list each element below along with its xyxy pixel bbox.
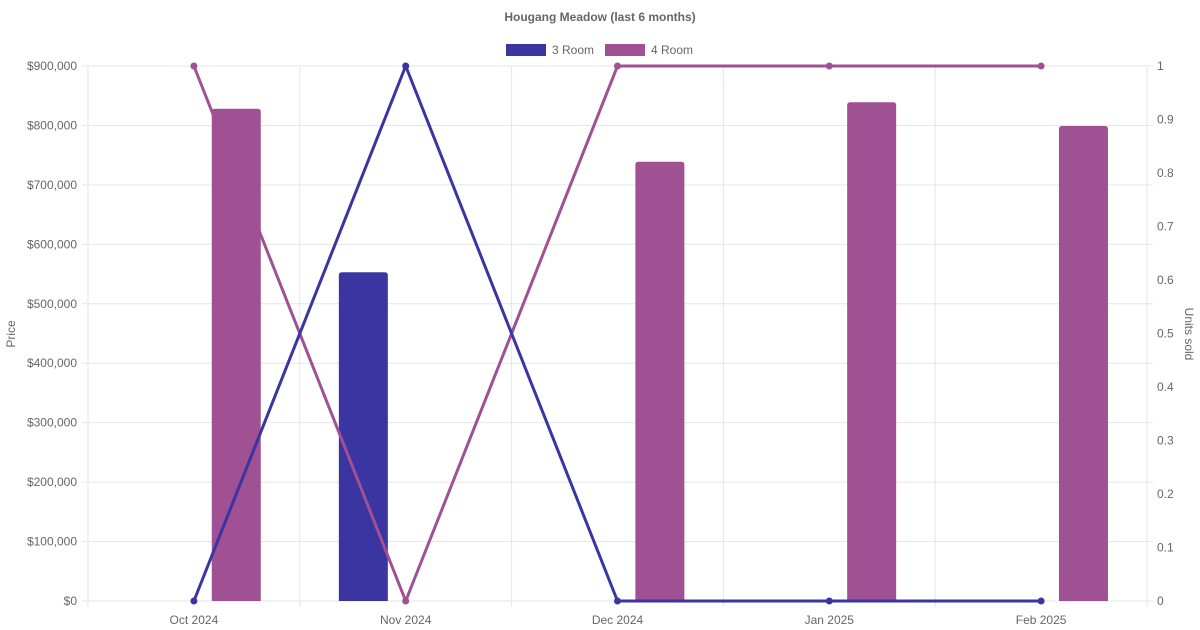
- x-tick-label: Nov 2024: [380, 613, 432, 627]
- y-right-tick-label: 0.6: [1157, 273, 1174, 287]
- y-left-tick-label: $0: [64, 594, 78, 608]
- y-right-tick-label: 0.9: [1157, 113, 1174, 127]
- y-left-tick-label: $900,000: [27, 59, 77, 73]
- y-right-tick-label: 0.8: [1157, 166, 1174, 180]
- legend-swatch-2: [605, 44, 645, 56]
- y-right-tick-label: 0.2: [1157, 487, 1174, 501]
- y-left-tick-label: $800,000: [27, 118, 77, 132]
- bar: [338, 272, 388, 601]
- line-point: [825, 597, 833, 605]
- y-left-tick-label: $600,000: [27, 237, 77, 251]
- bar: [635, 161, 685, 601]
- line-point: [614, 62, 621, 70]
- bar: [847, 102, 897, 601]
- y-right-tick-label: 0.7: [1157, 220, 1174, 234]
- legend-label-2: 4 Room: [651, 43, 693, 57]
- y-left-axis-title: Price: [4, 320, 18, 348]
- y-right-tick-label: 0.1: [1157, 541, 1174, 555]
- y-left-tick-label: $300,000: [27, 416, 77, 430]
- line-point: [825, 62, 833, 70]
- y-left-tick-label: $200,000: [27, 475, 77, 489]
- line-point: [402, 62, 410, 70]
- y-right-tick-label: 0.4: [1157, 380, 1174, 394]
- y-left-tick-label: $400,000: [27, 356, 77, 370]
- y-left-tick-label: $500,000: [27, 297, 77, 311]
- bar: [1058, 126, 1108, 602]
- line-point: [402, 597, 410, 605]
- x-tick-label: Jan 2025: [805, 613, 855, 627]
- line-point: [190, 62, 198, 70]
- y-left-tick-label: $100,000: [27, 535, 77, 549]
- y-left-tick-label: $700,000: [27, 178, 77, 192]
- line-point: [1037, 597, 1045, 605]
- x-tick-label: Dec 2024: [592, 613, 644, 627]
- legend-label-1: 3 Room: [552, 43, 594, 57]
- legend-swatch-1: [506, 44, 546, 56]
- x-tick-label: Feb 2025: [1016, 613, 1067, 627]
- x-tick-label: Oct 2024: [170, 613, 219, 627]
- line-point: [1037, 62, 1045, 70]
- chart-title: Hougang Meadow (last 6 months): [504, 10, 695, 24]
- y-right-tick-label: 0: [1157, 594, 1164, 608]
- line-point: [190, 597, 198, 605]
- y-right-tick-label: 1: [1157, 59, 1164, 73]
- line-point: [614, 597, 621, 605]
- bar: [211, 108, 261, 602]
- series-line: [192, 64, 1042, 603]
- y-right-tick-label: 0.3: [1157, 434, 1174, 448]
- y-right-tick-label: 0.5: [1157, 327, 1174, 341]
- y-right-axis-title: Units sold: [1182, 308, 1196, 361]
- series-line: [192, 64, 1042, 603]
